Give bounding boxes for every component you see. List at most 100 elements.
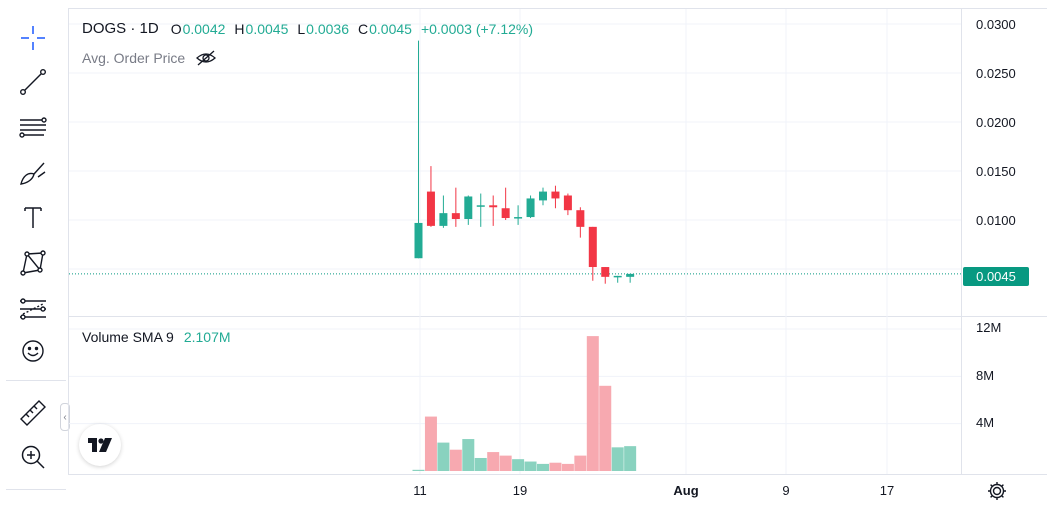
volume-bar xyxy=(499,455,512,471)
time-tick: 11 xyxy=(413,483,427,498)
candle-body xyxy=(514,217,523,219)
open-value: 0.0042 xyxy=(182,20,226,37)
volume-bar xyxy=(412,469,425,471)
gear-icon xyxy=(988,482,1006,500)
eye-hidden-icon[interactable] xyxy=(195,49,217,67)
volume-bar xyxy=(549,462,562,471)
open-label: O xyxy=(170,20,182,37)
pane-divider[interactable] xyxy=(68,316,1047,317)
volume-bar xyxy=(487,452,500,471)
toolbar-collapse-handle[interactable]: ‹ xyxy=(60,403,70,431)
candle-body xyxy=(588,226,597,268)
candle-body xyxy=(563,195,572,211)
avg-order-price-row: Avg. Order Price xyxy=(82,49,217,67)
time-axis-line xyxy=(68,474,1047,475)
price-tick: 0.0300 xyxy=(976,17,1016,32)
tradingview-logo[interactable] xyxy=(79,424,121,466)
high-value: 0.0045 xyxy=(245,20,289,37)
chart-settings-button[interactable] xyxy=(985,479,1009,503)
zoom-in-tool-button[interactable] xyxy=(12,436,54,478)
prediction-icon xyxy=(20,298,46,320)
volume-tick: 12M xyxy=(976,320,1002,335)
volume-indicator-value: 2.107M xyxy=(183,329,231,345)
volume-bar xyxy=(561,463,574,471)
fib-retracement-tool-button[interactable] xyxy=(12,106,54,148)
ohlc-legend: DOGS · 1D O 0.0042 H 0.0045 L 0.0036 C 0… xyxy=(82,20,533,37)
candle-body xyxy=(426,191,435,226)
candle-body xyxy=(526,198,535,218)
time-tick: 17 xyxy=(879,483,895,498)
zoom-in-icon xyxy=(21,445,45,469)
ruler-icon xyxy=(20,400,46,426)
candle-body xyxy=(551,191,560,199)
prediction-tool-button[interactable] xyxy=(12,288,54,330)
change-value: +0.0003 (+7.12%) xyxy=(420,20,534,37)
candle-body xyxy=(414,222,423,259)
price-tick: 0.0100 xyxy=(976,213,1016,228)
candle-body xyxy=(464,196,473,220)
crosshair-tool-button[interactable] xyxy=(12,17,54,59)
measure-tool-button[interactable] xyxy=(12,392,54,434)
volume-tick: 4M xyxy=(976,415,995,430)
candle-body xyxy=(451,213,460,220)
price-axis[interactable] xyxy=(961,8,1047,474)
volume-legend: Volume SMA 9 2.107M xyxy=(82,329,231,345)
time-tick: Aug xyxy=(673,483,699,498)
candle-body xyxy=(576,210,585,227)
toolbar-divider xyxy=(6,489,66,490)
volume-bar xyxy=(586,336,599,471)
close-label: C xyxy=(357,20,369,37)
volume-bar xyxy=(624,446,637,471)
volume-bar xyxy=(462,439,475,471)
brush-icon xyxy=(20,162,46,185)
pattern-icon xyxy=(20,250,46,276)
volume-bar xyxy=(574,455,587,471)
emoji-icon xyxy=(22,340,44,362)
emoji-tool-button[interactable] xyxy=(12,330,54,372)
chart-pane[interactable] xyxy=(68,8,961,474)
candle-body xyxy=(613,275,622,278)
crosshair-icon xyxy=(21,26,45,50)
candle-body xyxy=(626,273,635,277)
low-value: 0.0036 xyxy=(306,20,349,37)
volume-bar xyxy=(524,461,537,471)
drawing-toolbar xyxy=(0,0,66,526)
candle-body xyxy=(601,267,610,277)
volume-bar xyxy=(599,385,612,471)
brush-tool-button[interactable] xyxy=(12,152,54,194)
price-tick: 0.0250 xyxy=(976,66,1016,81)
candle-body xyxy=(439,213,448,226)
symbol-title[interactable]: DOGS · 1D xyxy=(82,20,159,37)
volume-bar xyxy=(437,442,450,471)
price-tick: 0.0150 xyxy=(976,164,1016,179)
text-tool-button[interactable] xyxy=(12,196,54,238)
trend-line-tool-button[interactable] xyxy=(12,61,54,103)
price-tick: 0.0200 xyxy=(976,115,1016,130)
current-price-tag: 0.0045 xyxy=(963,267,1029,286)
candle-body xyxy=(539,191,547,201)
volume-bar xyxy=(424,416,437,471)
volume-indicator-name[interactable]: Volume SMA 9 xyxy=(82,329,174,345)
high-label: H xyxy=(234,20,245,37)
toolbar-divider xyxy=(6,380,66,381)
volume-bar xyxy=(512,459,525,471)
close-value: 0.0045 xyxy=(369,20,412,37)
trend-line-icon xyxy=(20,69,47,96)
volume-bar xyxy=(537,463,549,471)
tradingview-logo-icon xyxy=(88,438,112,452)
volume-tick: 8M xyxy=(976,368,995,383)
pattern-tool-button[interactable] xyxy=(12,242,54,284)
avg-order-price-label: Avg. Order Price xyxy=(82,50,186,66)
time-tick: 9 xyxy=(782,483,790,498)
low-label: L xyxy=(297,20,306,37)
candle-body xyxy=(489,205,498,208)
candle-body xyxy=(501,208,510,219)
volume-bar xyxy=(611,447,624,471)
volume-bar xyxy=(474,457,487,471)
fib-retracement-icon xyxy=(19,117,47,138)
volume-bar xyxy=(449,449,462,471)
candle-body xyxy=(476,205,485,207)
text-icon xyxy=(24,207,42,228)
